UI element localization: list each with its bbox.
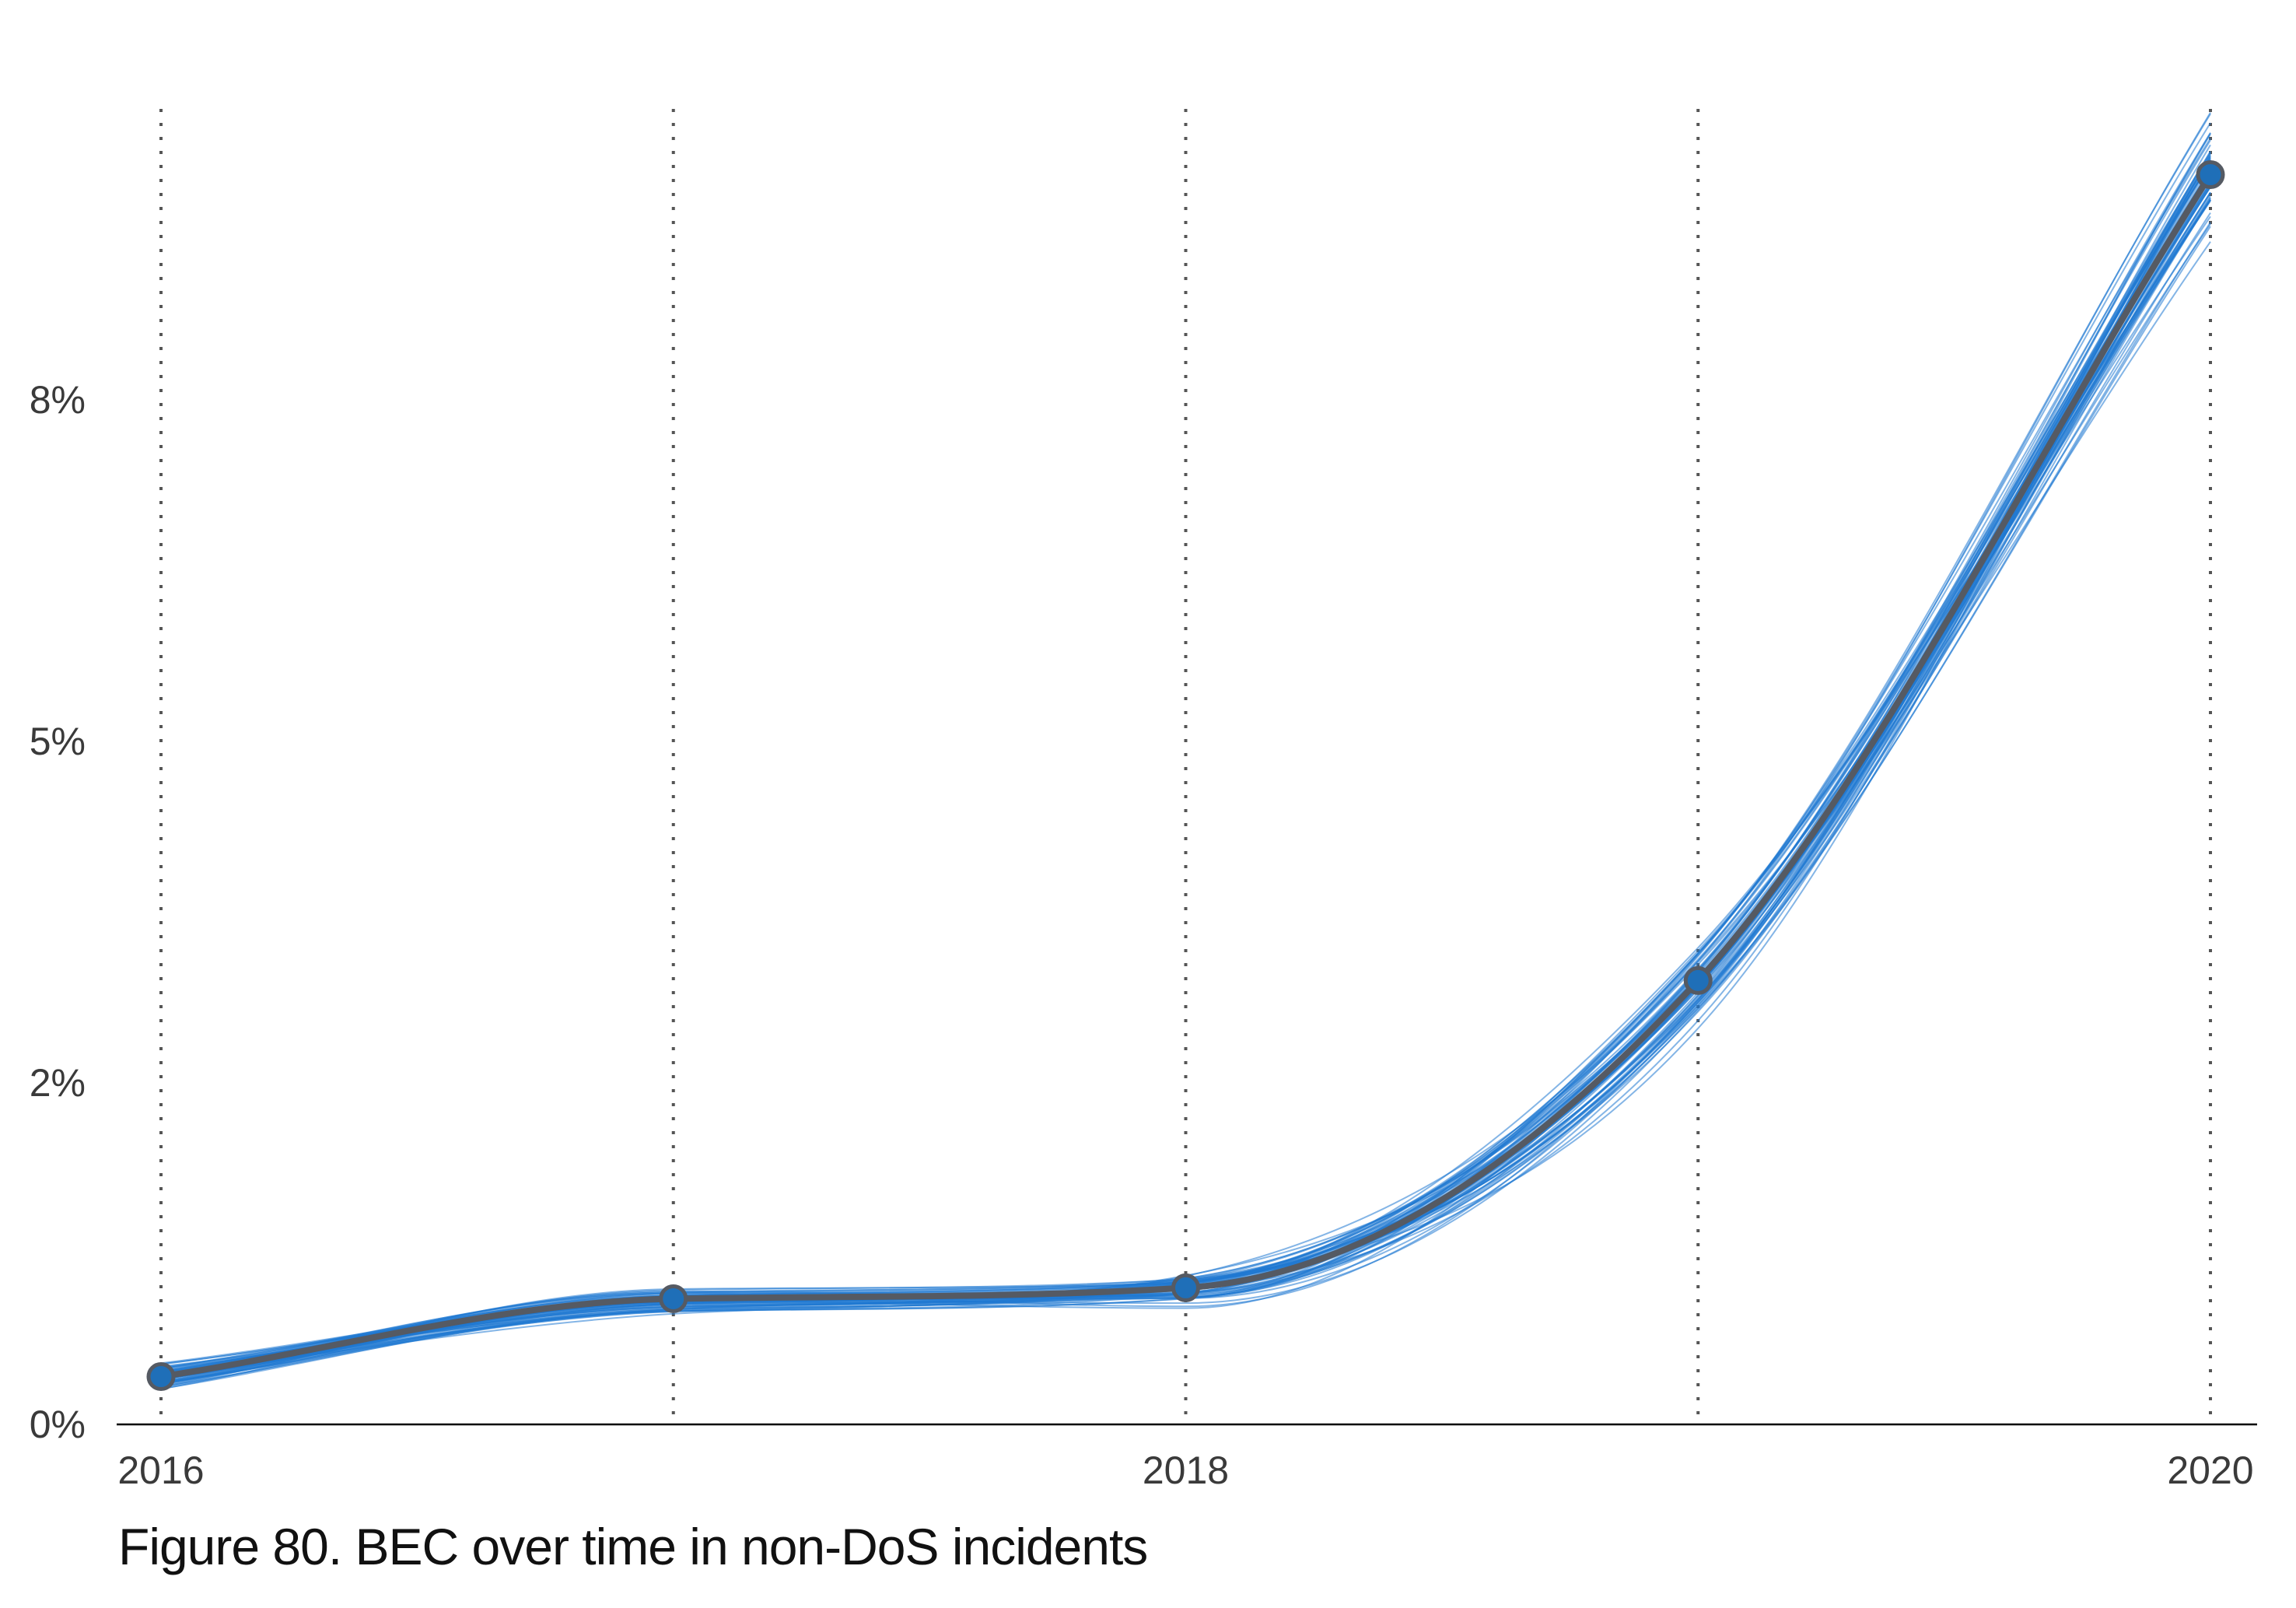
simulation-line (160, 191, 2211, 1377)
simulation-lines (160, 112, 2211, 1390)
data-point (659, 1284, 688, 1313)
simulation-line (160, 183, 2211, 1365)
simulation-line (160, 192, 2211, 1378)
y-tick-label: 0% (30, 1403, 86, 1446)
simulation-line (160, 158, 2211, 1374)
simulation-line (160, 174, 2211, 1389)
simulation-line (160, 168, 2211, 1384)
simulation-line (160, 160, 2211, 1373)
simulation-line (160, 112, 2211, 1375)
simulation-line (160, 186, 2211, 1374)
simulation-line (160, 191, 2211, 1384)
simulation-line (160, 226, 2211, 1379)
simulation-line (160, 138, 2211, 1388)
y-tick-label: 8% (30, 378, 86, 422)
y-tick-label: 2% (30, 1061, 86, 1105)
simulation-line (160, 157, 2211, 1390)
simulation-line (160, 173, 2211, 1379)
data-point (1683, 965, 1713, 995)
x-tick-label: 2020 (2167, 1449, 2253, 1492)
series-line (158, 171, 2214, 1380)
simulation-line (160, 199, 2211, 1386)
data-point (2196, 160, 2225, 190)
simulation-line (160, 223, 2211, 1381)
vertical-gridlines (159, 109, 2212, 1424)
figure-caption: Figure 80. BEC over time in non-DoS inci… (118, 1518, 1148, 1575)
simulation-line (160, 162, 2211, 1368)
simulation-line (160, 163, 2211, 1384)
simulation-line (160, 152, 2211, 1379)
simulation-line (160, 215, 2211, 1365)
simulation-line (160, 159, 2211, 1365)
simulation-line (160, 133, 2211, 1378)
simulation-line (160, 113, 2211, 1375)
simulation-line (160, 241, 2211, 1368)
median-series (158, 171, 2214, 1380)
y-axis-ticks: 0% 2% 5% 8% (30, 378, 86, 1446)
data-points (146, 160, 2225, 1392)
data-point (146, 1362, 176, 1392)
simulation-line (160, 186, 2211, 1385)
y-tick-label: 5% (30, 720, 86, 763)
simulation-line (160, 132, 2211, 1370)
x-tick-label: 2016 (117, 1449, 204, 1492)
x-tick-label: 2018 (1143, 1449, 1229, 1492)
simulation-line (160, 156, 2211, 1377)
simulation-line (160, 144, 2211, 1380)
simulation-line (160, 139, 2211, 1379)
data-point (1171, 1273, 1200, 1302)
simulation-line (160, 186, 2211, 1386)
x-axis-ticks: 2016 2018 2020 (117, 1449, 2253, 1492)
simulation-line (160, 151, 2211, 1375)
